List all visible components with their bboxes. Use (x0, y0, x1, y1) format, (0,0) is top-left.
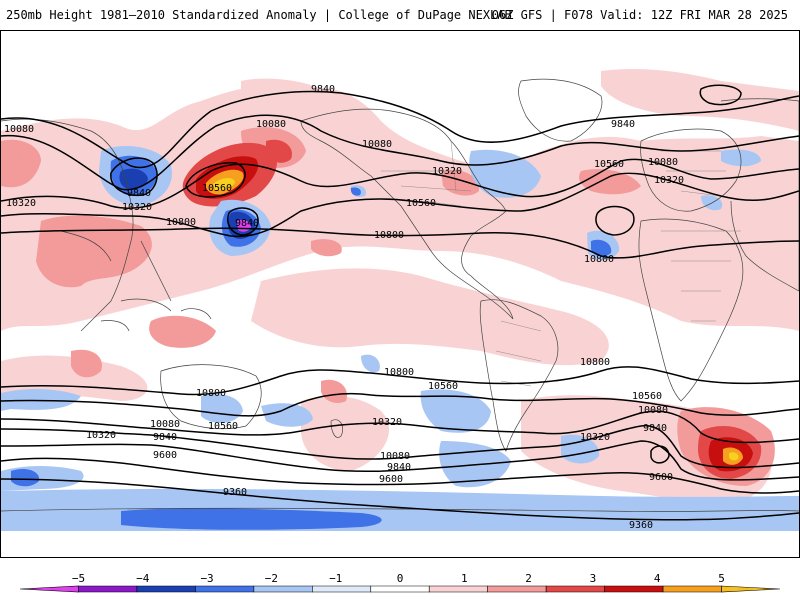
colorbar-blocks (19, 585, 781, 593)
positive-anomaly-moderate (1, 127, 775, 486)
contour-label: 10080 (380, 451, 410, 462)
colorbar: −5 −4 −3 −2 −1 0 1 2 3 4 5 (0, 560, 800, 600)
colorbar-swatch (662, 585, 722, 593)
contour-label: 10080 (648, 157, 678, 168)
colorbar-tick-label: −5 (72, 572, 85, 585)
colorbar-svg: −5 −4 −3 −2 −1 0 1 2 3 4 5 (19, 572, 781, 593)
contour-label: 9840 (235, 218, 259, 229)
contour-label: 10800 (580, 357, 610, 368)
contour-label: 10080 (638, 405, 668, 416)
colorbar-swatch (370, 585, 430, 593)
colorbar-ticks: −5 −4 −3 −2 −1 0 1 2 3 4 5 (72, 572, 725, 585)
contour-label: 9840 (127, 188, 151, 199)
colorbar-swatch (195, 585, 255, 593)
colorbar-tick-label: −3 (200, 572, 213, 585)
contour-label: 9360 (223, 487, 247, 498)
contour-label: 9840 (311, 84, 335, 95)
colorbar-tick-label: 5 (718, 572, 725, 585)
height-contours (1, 84, 799, 521)
contour-label: 9840 (643, 423, 667, 434)
contour-label: 10320 (580, 432, 610, 443)
contour-label: 10080 (256, 119, 286, 130)
contour-label: 9600 (379, 474, 403, 485)
contour-label: 10080 (362, 139, 392, 150)
colorbar-tick-label: 4 (654, 572, 661, 585)
contour-label: 10320 (654, 175, 684, 186)
colorbar-tick-label: 3 (590, 572, 597, 585)
colorbar-swatch (487, 585, 547, 593)
colorbar-swatch (136, 585, 196, 593)
contour-label: 10560 (632, 391, 662, 402)
positive-anomaly-peak (213, 178, 739, 461)
colorbar-tick-label: −1 (329, 572, 342, 585)
map-frame: 9840 10080 10080 10080 9840 10560 10080 10320 98… (0, 30, 800, 558)
contour-label: 10560 (428, 381, 458, 392)
colorbar-swatch (545, 585, 605, 593)
colorbar-swatch (604, 585, 664, 593)
contour-label: 10320 (432, 166, 462, 177)
contour-label: 10800 (196, 388, 226, 399)
colorbar-tick-label: 0 (397, 572, 404, 585)
colorbar-swatch (312, 585, 372, 593)
contour-label: 10560 (208, 421, 238, 432)
contour-label: 9840 (153, 432, 177, 443)
coastlines (1, 78, 799, 512)
colorbar-tick-label: −4 (136, 572, 150, 585)
colorbar-tick-label: −2 (265, 572, 278, 585)
contour-label: 9840 (387, 462, 411, 473)
contour-label: 10560 (406, 198, 436, 209)
contour-label: 10320 (372, 417, 402, 428)
colorbar-tick-label: 2 (525, 572, 532, 585)
contour-label: 10800 (374, 230, 404, 241)
contour-label: 9840 (611, 119, 635, 130)
colorbar-tick-label: 1 (461, 572, 468, 585)
contour-label: 10800 (384, 367, 414, 378)
contour-label: 10800 (166, 217, 196, 228)
header: 250mb Height 1981–2010 Standardized Anom… (0, 0, 800, 30)
contour-label: 10320 (122, 202, 152, 213)
contour-label: 9600 (153, 450, 177, 461)
contour-label: 10080 (4, 124, 34, 135)
contour-label: 10320 (86, 430, 116, 441)
contour-label: 10320 (6, 198, 36, 209)
colorbar-swatch (253, 585, 313, 593)
model-run-info: 06Z GFS | F078 Valid: 12Z FRI MAR 28 202… (491, 8, 788, 22)
contour-label: 9600 (649, 472, 673, 483)
colorbar-swatch (428, 585, 488, 593)
colorbar-swatch (721, 585, 781, 593)
contour-label: 10560 (202, 183, 232, 194)
colorbar-swatch (19, 585, 79, 593)
colorbar-swatch (78, 585, 138, 593)
positive-anomaly-light (1, 69, 799, 503)
map-title: 250mb Height 1981–2010 Standardized Anom… (6, 8, 512, 22)
contour-label: 10560 (594, 159, 624, 170)
contour-label: 10800 (584, 254, 614, 265)
contour-label: 10080 (150, 419, 180, 430)
contour-label: 9360 (629, 520, 653, 531)
